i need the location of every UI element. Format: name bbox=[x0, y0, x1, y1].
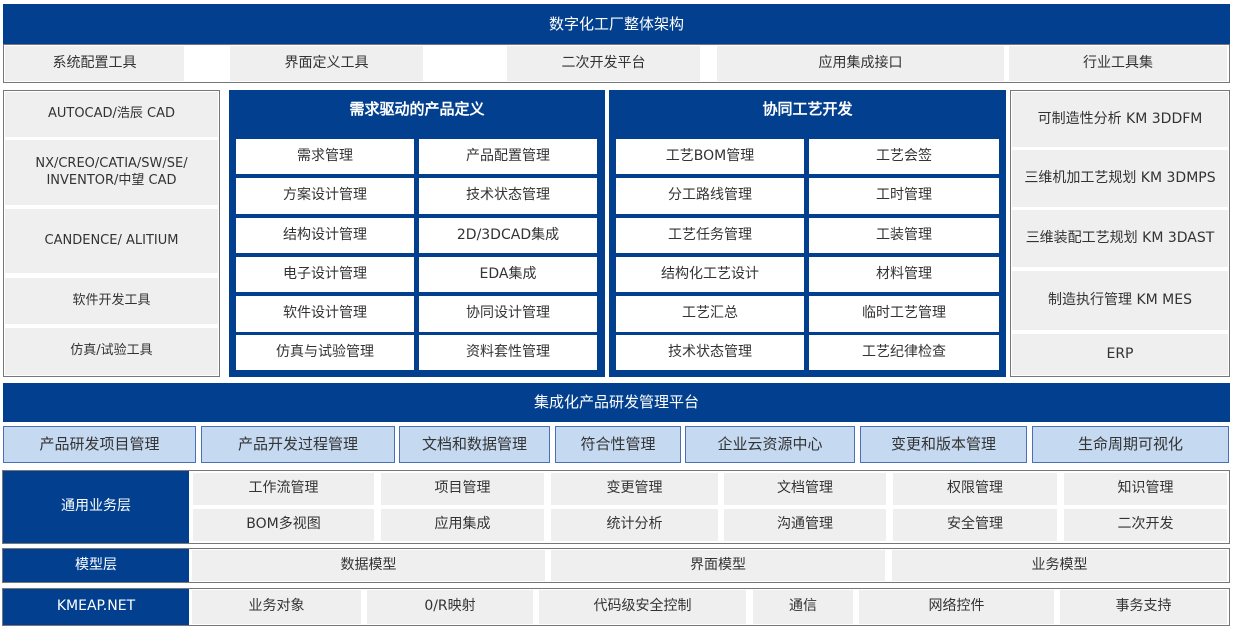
platform-module[interactable]: 变更和版本管理 bbox=[860, 426, 1027, 463]
kmeap-layer-item[interactable]: 网络控件 bbox=[859, 590, 1054, 624]
tool-item[interactable]: 界面定义工具 bbox=[230, 46, 423, 81]
tool-item[interactable]: 行业工具集 bbox=[1009, 46, 1227, 81]
tool-item[interactable]: 应用集成接口 bbox=[717, 46, 1004, 81]
left-column-item[interactable]: NX/CREO/CATIA/SW/SE/ INVENTOR/中望 CAD bbox=[5, 140, 218, 205]
platform-module[interactable]: 企业云资源中心 bbox=[685, 426, 855, 463]
product-definition-item[interactable]: 2D/3DCAD集成 bbox=[419, 218, 597, 253]
left-column-item[interactable]: AUTOCAD/浩辰 CAD bbox=[5, 92, 218, 137]
product-definition-item[interactable]: 资料套性管理 bbox=[419, 335, 597, 370]
left-column-item[interactable]: 仿真/试验工具 bbox=[5, 328, 218, 375]
product-definition-item[interactable]: 仿真与试验管理 bbox=[236, 335, 414, 370]
process-development-item[interactable]: 材料管理 bbox=[809, 257, 999, 292]
right-column-item[interactable]: ERP bbox=[1012, 334, 1228, 375]
product-definition-item[interactable]: 结构设计管理 bbox=[236, 218, 414, 253]
process-development-item[interactable]: 分工路线管理 bbox=[616, 178, 804, 214]
left-column-item[interactable]: CANDENCE/ ALITIUM bbox=[5, 209, 218, 273]
product-definition-item[interactable]: EDA集成 bbox=[419, 257, 597, 292]
tool-item[interactable]: 二次开发平台 bbox=[507, 46, 700, 81]
process-development-item[interactable]: 工艺纪律检查 bbox=[809, 335, 999, 370]
kmeap-layer-label: KMEAP.NET bbox=[3, 589, 189, 625]
product-definition-item[interactable]: 需求管理 bbox=[236, 139, 414, 174]
kmeap-layer-item[interactable]: 事务支持 bbox=[1060, 590, 1227, 624]
business-layer-item[interactable]: 安全管理 bbox=[893, 509, 1057, 541]
kmeap-layer-item[interactable]: 业务对象 bbox=[192, 590, 361, 624]
product-definition-item[interactable]: 协同设计管理 bbox=[419, 296, 597, 332]
model-layer-item[interactable]: 业务模型 bbox=[892, 550, 1227, 581]
business-layer-item[interactable]: BOM多视图 bbox=[193, 509, 374, 541]
left-column-item[interactable]: 软件开发工具 bbox=[5, 278, 218, 324]
platform-module[interactable]: 产品研发项目管理 bbox=[3, 426, 196, 463]
process-development-item[interactable]: 工时管理 bbox=[809, 178, 999, 214]
process-development-item[interactable]: 技术状态管理 bbox=[616, 335, 804, 370]
right-column-item[interactable]: 三维机加工艺规划 KM 3DMPS bbox=[1012, 150, 1228, 207]
business-layer-item[interactable]: 应用集成 bbox=[381, 509, 544, 541]
platform-module[interactable]: 生命周期可视化 bbox=[1032, 426, 1229, 463]
platform-module[interactable]: 文档和数据管理 bbox=[399, 426, 550, 463]
model-layer-label: 模型层 bbox=[3, 549, 189, 582]
business-layer-item[interactable]: 统计分析 bbox=[551, 509, 718, 541]
product-definition-item[interactable]: 方案设计管理 bbox=[236, 178, 414, 214]
platform-module[interactable]: 符合性管理 bbox=[555, 426, 681, 463]
product-definition-item[interactable]: 电子设计管理 bbox=[236, 257, 414, 292]
process-development-item[interactable]: 工艺任务管理 bbox=[616, 218, 804, 253]
model-layer-item[interactable]: 数据模型 bbox=[192, 550, 545, 581]
product-definition-item[interactable]: 技术状态管理 bbox=[419, 178, 597, 214]
process-development-item[interactable]: 工装管理 bbox=[809, 218, 999, 253]
kmeap-layer-item[interactable]: 通信 bbox=[753, 590, 853, 624]
model-layer-item[interactable]: 界面模型 bbox=[551, 550, 885, 581]
business-layer-item[interactable]: 文档管理 bbox=[724, 473, 886, 505]
kmeap-layer-item[interactable]: 0/R映射 bbox=[367, 590, 533, 624]
title-bar: 数字化工厂整体架构 bbox=[3, 4, 1230, 44]
tool-item[interactable]: 系统配置工具 bbox=[5, 46, 184, 81]
business-layer-item[interactable]: 沟通管理 bbox=[724, 509, 886, 541]
business-layer-item[interactable]: 工作流管理 bbox=[193, 473, 374, 505]
business-layer-item[interactable]: 变更管理 bbox=[551, 473, 718, 505]
product-definition-item[interactable]: 软件设计管理 bbox=[236, 296, 414, 332]
process-development-item[interactable]: 临时工艺管理 bbox=[809, 296, 999, 332]
kmeap-layer-item[interactable]: 代码级安全控制 bbox=[539, 590, 746, 624]
right-column-item[interactable]: 可制造性分析 KM 3DDFM bbox=[1012, 92, 1228, 147]
process-development-item[interactable]: 工艺BOM管理 bbox=[616, 139, 804, 174]
process-development-item[interactable]: 工艺汇总 bbox=[616, 296, 804, 332]
business-layer-item[interactable]: 二次开发 bbox=[1064, 509, 1227, 541]
business-layer-item[interactable]: 权限管理 bbox=[893, 473, 1057, 505]
platform-bar: 集成化产品研发管理平台 bbox=[3, 383, 1230, 422]
platform-module[interactable]: 产品开发过程管理 bbox=[201, 426, 395, 463]
business-layer-item[interactable]: 知识管理 bbox=[1064, 473, 1227, 505]
business-layer-label: 通用业务层 bbox=[3, 471, 189, 543]
process-development-item[interactable]: 工艺会签 bbox=[809, 139, 999, 174]
business-layer-item[interactable]: 项目管理 bbox=[381, 473, 544, 505]
right-column-item[interactable]: 制造执行管理 KM MES bbox=[1012, 271, 1228, 330]
right-column-item[interactable]: 三维装配工艺规划 KM 3DAST bbox=[1012, 210, 1228, 267]
process-development-item[interactable]: 结构化工艺设计 bbox=[616, 257, 804, 292]
product-definition-item[interactable]: 产品配置管理 bbox=[419, 139, 597, 174]
